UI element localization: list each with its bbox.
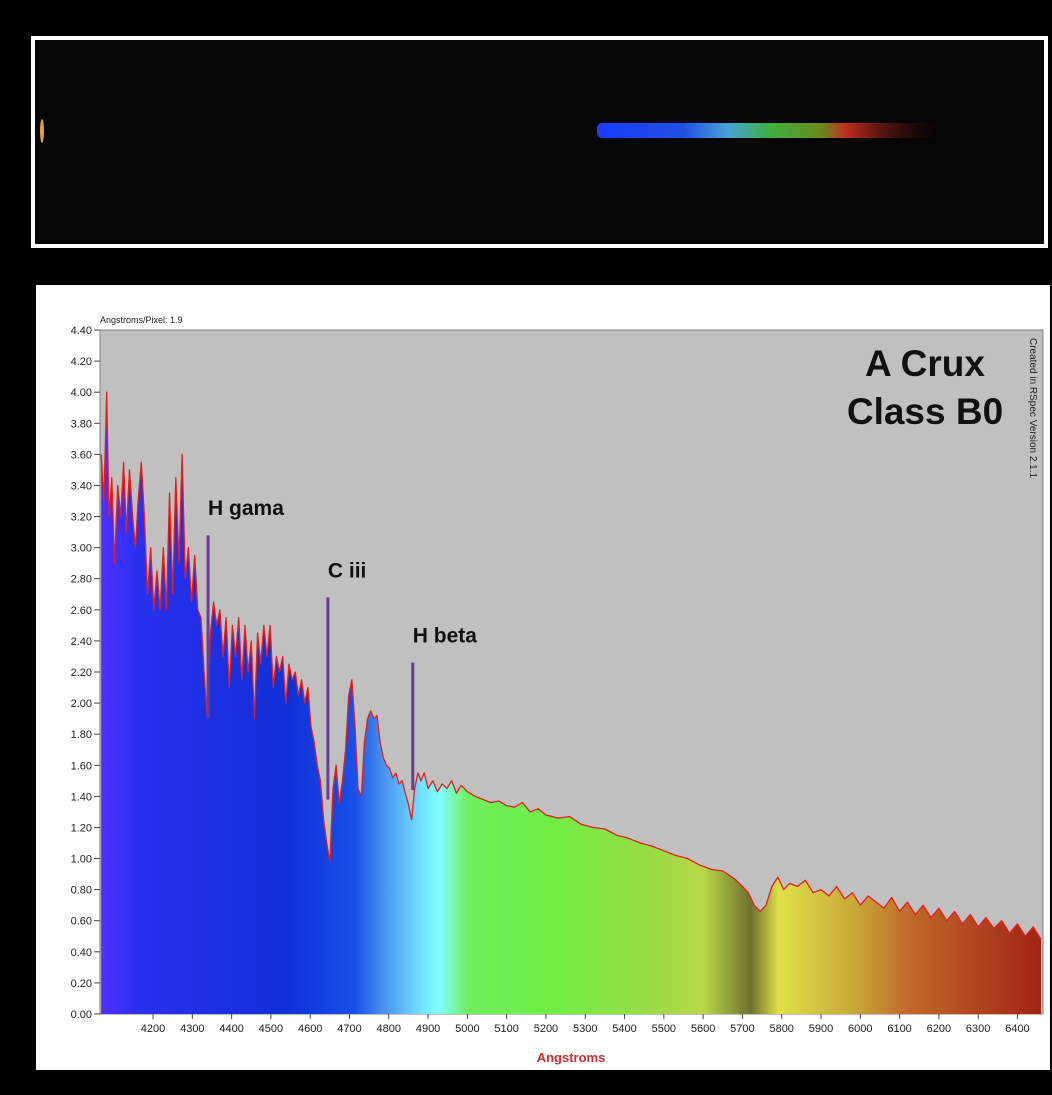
x-tick-label: 5900 [809,1023,833,1035]
y-tick-label: 0.20 [71,978,92,990]
x-tick-label: 5200 [534,1023,558,1035]
header-note: Angstroms/Pixel: 1.9 [100,315,183,325]
chart-subtitle: Class B0 [847,391,1003,432]
annotation-label: C iii [328,559,367,582]
x-tick-label: 5500 [652,1023,676,1035]
y-tick-label: 1.60 [71,760,92,772]
x-tick-label: 4200 [141,1023,165,1035]
x-tick-label: 4800 [377,1023,401,1035]
side-note: Created in RSpec Version 2.1.1 [1027,338,1038,479]
y-tick-label: 1.40 [71,791,92,803]
y-tick-label: 3.60 [71,449,92,461]
y-tick-label: 2.60 [71,605,92,617]
x-tick-label: 5100 [494,1023,518,1035]
x-tick-label: 5400 [612,1023,636,1035]
x-tick-label: 6200 [927,1023,951,1035]
x-tick-label: 4300 [180,1023,204,1035]
y-tick-label: 1.80 [71,729,92,741]
x-tick-label: 4700 [337,1023,361,1035]
x-tick-label: 5600 [691,1023,715,1035]
y-tick-label: 2.80 [71,574,92,586]
star-image [40,119,44,143]
y-tick-label: 1.20 [71,822,92,834]
y-tick-label: 3.20 [71,512,92,524]
y-tick-label: 2.20 [71,667,92,679]
x-tick-label: 4500 [259,1023,283,1035]
y-tick-label: 3.00 [71,543,92,555]
spectrum-line [100,391,1042,940]
x-tick-label: 5000 [455,1023,479,1035]
plot [100,391,1042,1014]
x-tick-label: 5800 [769,1023,793,1035]
x-axis-title: Angstroms [537,1050,606,1065]
y-tick-label: 0.80 [71,885,92,897]
x-tick-label: 4600 [298,1023,322,1035]
x-tick-label: 6100 [887,1023,911,1035]
x-tick-label: 5700 [730,1023,754,1035]
x-tick-label: 4900 [416,1023,440,1035]
spectrum-area [101,392,1041,1014]
y-tick-label: 4.00 [71,387,92,399]
y-tick-label: 2.00 [71,698,92,710]
x-tick-label: 6300 [966,1023,990,1035]
x-tick-label: 6000 [848,1023,872,1035]
x-tick-label: 5300 [573,1023,597,1035]
y-tick-label: 4.40 [71,325,92,337]
y-tick-label: 2.40 [71,636,92,648]
spectrum-frame [31,36,1048,248]
y-tick-label: 3.80 [71,418,92,430]
y-tick-label: 0.60 [71,916,92,928]
y-tick-label: 1.00 [71,854,92,866]
spectrum-streak [597,123,942,138]
x-tick-label: 6400 [1005,1023,1029,1035]
annotation-label: H beta [413,625,478,648]
y-tick-label: 3.40 [71,480,92,492]
y-tick-label: 0.00 [71,1009,92,1021]
x-tick-label: 4400 [219,1023,243,1035]
y-tick-label: 4.20 [71,356,92,368]
chart-title: A Crux [865,343,985,384]
annotation-label: H gama [208,497,284,520]
y-tick-label: 0.40 [71,947,92,959]
